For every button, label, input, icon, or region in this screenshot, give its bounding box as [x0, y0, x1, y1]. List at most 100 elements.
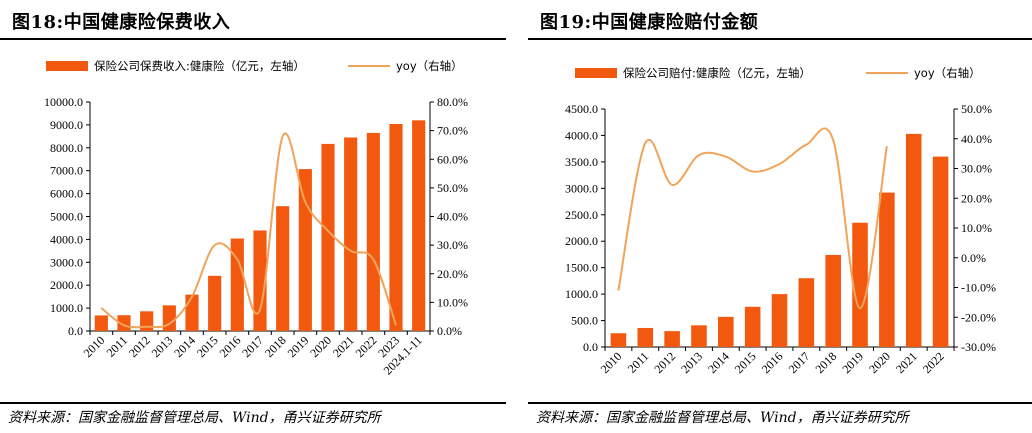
y-right-tick-label: 40.0% — [437, 210, 468, 224]
x-tick-label: 2013 — [149, 333, 176, 360]
bar — [208, 275, 222, 331]
y-left-tick-label: 0.0 — [583, 340, 598, 354]
x-tick-label: 2011 — [104, 333, 131, 360]
y-right-tick-label: 0.0% — [437, 324, 462, 338]
y-right-tick-label: 30.0% — [961, 162, 992, 176]
panel-premium-income: 图18:中国健康险保费收入 保险公司保费收入:健康险（亿元，左轴） yoy（右轴）… — [0, 0, 506, 433]
y-right-tick-label: 20.0% — [437, 267, 468, 281]
bar — [140, 311, 154, 331]
x-tick-label: 2010 — [598, 349, 625, 376]
y-right-tick-label: 10.0% — [961, 221, 992, 235]
x-tick-label: 2015 — [194, 333, 221, 360]
x-tick-label: 2016 — [759, 349, 786, 376]
bar — [276, 206, 290, 331]
y-right-tick-label: 30.0% — [437, 238, 468, 252]
figure-title: 图18:中国健康险保费收入 — [12, 12, 231, 33]
x-tick-label: 2014 — [171, 333, 198, 360]
legend-bar-swatch — [46, 61, 88, 71]
bar — [298, 169, 312, 331]
y-left-tick-label: 6000.0 — [50, 187, 83, 201]
y-right-tick-label: 50.0% — [961, 102, 992, 116]
y-right-tick-label: -20.0% — [961, 310, 996, 324]
y-right-tick-label: -10.0% — [961, 281, 996, 295]
bar — [321, 143, 335, 331]
y-left-tick-label: 1500.0 — [565, 261, 598, 275]
y-left-tick-label: 7000.0 — [50, 164, 83, 178]
y-left-tick-label: 4500.0 — [565, 102, 598, 116]
bar — [852, 222, 868, 347]
x-tick-label: 2017 — [239, 333, 266, 360]
bar — [664, 331, 680, 347]
bar — [879, 192, 895, 347]
y-left-tick-label: 2500.0 — [565, 208, 598, 222]
x-tick-label: 2018 — [812, 349, 839, 376]
y-right-tick-label: 70.0% — [437, 124, 468, 138]
y-left-tick-label: 2000.0 — [565, 234, 598, 248]
y-right-tick-label: 10.0% — [437, 295, 468, 309]
x-tick-label: 2018 — [262, 333, 289, 360]
y-left-tick-label: 1000.0 — [565, 287, 598, 301]
source-rule — [528, 402, 1032, 404]
panel-claims: 图19:中国健康险赔付金额 保险公司赔付:健康险（亿元，左轴） yoy（右轴） 0.… — [528, 0, 1032, 433]
bar — [932, 156, 949, 347]
x-tick-label: 2012 — [651, 349, 678, 376]
x-tick-label: 2010 — [81, 333, 108, 360]
legend-line-label: yoy（右轴） — [914, 66, 981, 80]
y-left-tick-label: 3000.0 — [50, 255, 83, 269]
y-left-tick-label: 8000.0 — [50, 141, 83, 155]
y-left-tick-label: 4000.0 — [565, 128, 598, 142]
y-left-tick-label: 2000.0 — [50, 278, 83, 292]
bar — [230, 238, 244, 331]
y-left-tick-label: 4000.0 — [50, 232, 83, 246]
source-rule — [0, 402, 506, 404]
bar — [798, 278, 815, 347]
yoy-line — [100, 132, 397, 329]
bar — [162, 305, 176, 331]
bar — [389, 123, 403, 331]
legend-bar-swatch — [575, 68, 617, 78]
source-note: 资料来源：国家金融监督管理总局、Wind，甬兴证券研究所 — [536, 410, 909, 426]
x-tick-label: 2012 — [126, 333, 153, 360]
y-right-tick-label: 50.0% — [437, 181, 468, 195]
x-tick-label: 2016 — [217, 333, 244, 360]
bar — [344, 137, 358, 331]
source-note: 资料来源：国家金融监督管理总局、Wind，甬兴证券研究所 — [8, 410, 381, 426]
y-left-tick-label: 10000.0 — [44, 95, 83, 109]
x-tick-label: 2022 — [920, 349, 947, 376]
x-tick-label: 2019 — [839, 349, 866, 376]
bar — [185, 294, 199, 331]
title-rule — [0, 38, 506, 40]
legend-line-label: yoy（右轴） — [396, 59, 463, 73]
bar — [366, 132, 380, 331]
y-right-tick-label: -30.0% — [961, 340, 996, 354]
y-left-tick-label: 5000.0 — [50, 210, 83, 224]
y-left-tick-label: 500.0 — [571, 314, 598, 328]
bar — [825, 254, 841, 347]
y-left-tick-label: 1000.0 — [50, 301, 83, 315]
bar — [637, 327, 654, 347]
y-left-tick-label: 3000.0 — [565, 181, 598, 195]
figure-title: 图19:中国健康险赔付金额 — [540, 12, 759, 33]
x-tick-label: 2017 — [786, 349, 813, 376]
yoy-line — [617, 127, 888, 310]
legend-bar-label: 保险公司赔付:健康险（亿元，左轴） — [623, 66, 811, 80]
x-tick-label: 2021 — [330, 333, 357, 360]
x-tick-label: 2011 — [625, 349, 652, 376]
bar — [744, 306, 761, 347]
x-tick-label: 2020 — [866, 349, 893, 376]
bar — [94, 315, 108, 331]
y-right-tick-label: 20.0% — [961, 191, 992, 205]
bar — [718, 316, 734, 347]
x-tick-label: 2015 — [732, 349, 759, 376]
bar — [412, 120, 426, 331]
y-right-tick-label: 0.0% — [961, 251, 986, 265]
x-tick-label: 2013 — [678, 349, 705, 376]
bar — [771, 294, 788, 347]
bar — [691, 325, 707, 347]
bar — [253, 230, 267, 331]
y-left-tick-label: 3500.0 — [565, 155, 598, 169]
x-tick-label: 2022 — [353, 333, 380, 360]
legend-bar-label: 保险公司保费收入:健康险（亿元，左轴） — [94, 59, 305, 73]
y-right-tick-label: 40.0% — [961, 132, 992, 146]
y-right-tick-label: 60.0% — [437, 152, 468, 166]
